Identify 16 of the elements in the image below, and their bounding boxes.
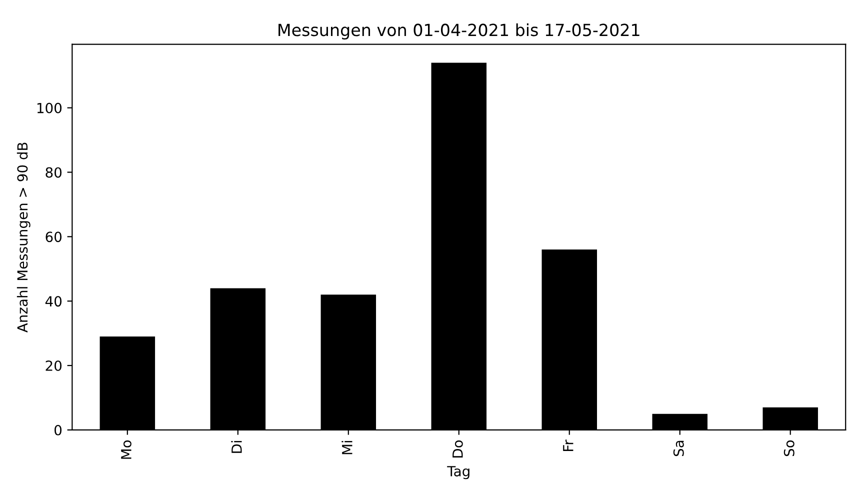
- y-tick-label: 20: [46, 360, 62, 371]
- y-tick-label: 80: [46, 167, 62, 178]
- y-tick-label: 0: [54, 424, 62, 436]
- y-axis-title: Anzahl Messungen > 90 dB: [16, 142, 30, 332]
- x-tick-label: Mo: [121, 440, 132, 459]
- x-tick-label: So: [784, 440, 794, 456]
- y-tick-label: 100: [37, 102, 62, 114]
- x-tick-label: Fr: [563, 440, 574, 451]
- x-tick-label: Do: [452, 440, 463, 458]
- x-tick-label: Mi: [342, 440, 352, 454]
- x-tick-label: Di: [231, 440, 242, 453]
- y-tick-label: 40: [45, 296, 62, 307]
- x-axis-title: Tag: [447, 466, 470, 480]
- chart-title: Messungen von 01-04-2021 bis 17-05-2021: [278, 23, 640, 40]
- x-tick-label: Sa: [673, 440, 684, 456]
- y-tick-label: 60: [46, 232, 62, 242]
